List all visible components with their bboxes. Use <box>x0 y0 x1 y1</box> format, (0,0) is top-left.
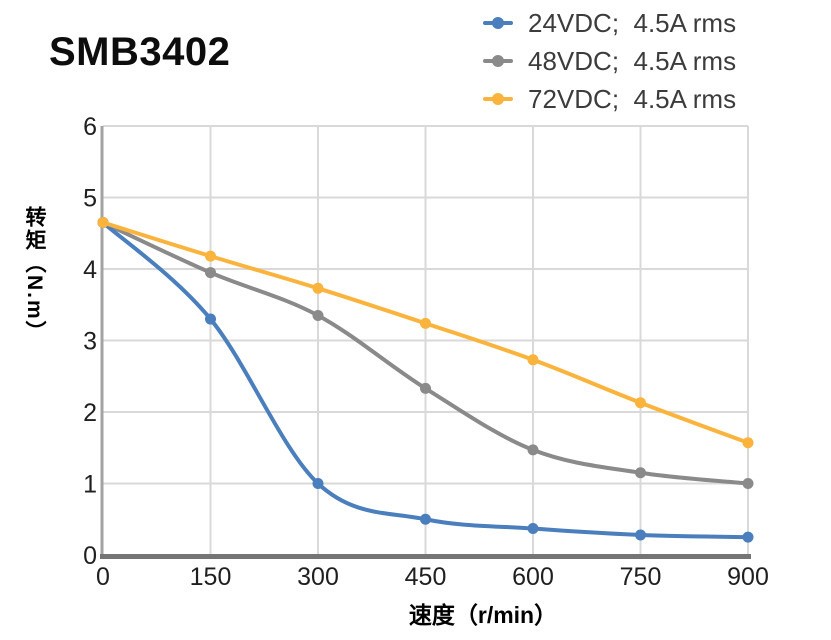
data-point-72VDC <box>312 282 324 294</box>
legend-line-marker-icon <box>483 93 513 105</box>
legend-item-72VDC: 72VDC; 4.5A rms <box>483 80 736 118</box>
data-point-24VDC <box>420 513 431 525</box>
data-point-72VDC <box>97 217 109 229</box>
data-point-24VDC <box>742 531 754 543</box>
y-tick-label: 5 <box>83 185 97 213</box>
data-point-48VDC <box>527 444 539 456</box>
data-point-24VDC <box>635 529 646 541</box>
data-point-72VDC <box>205 250 216 262</box>
x-tick-label: 450 <box>405 563 447 591</box>
legend-line-marker-icon <box>483 17 513 29</box>
data-point-48VDC <box>635 467 646 479</box>
x-tick-label: 300 <box>297 563 339 591</box>
legend-label: 24VDC; 4.5A rms <box>528 7 737 38</box>
data-point-48VDC <box>742 478 754 489</box>
y-tick-label: 0 <box>83 542 97 570</box>
legend-label: 48VDC; 4.5A rms <box>528 45 737 76</box>
data-point-72VDC <box>527 354 539 366</box>
x-tick-label: 900 <box>727 563 769 591</box>
data-point-48VDC <box>205 267 216 279</box>
x-tick-label: 150 <box>190 563 232 591</box>
y-tick-label: 4 <box>83 256 97 284</box>
legend: 24VDC; 4.5A rms 48VDC; 4.5A rms 72VDC; 4.5… <box>483 4 736 118</box>
x-tick-label: 0 <box>96 563 110 591</box>
x-tick-label: 750 <box>620 563 662 591</box>
data-point-24VDC <box>205 313 216 325</box>
x-tick-label: 600 <box>512 563 554 591</box>
data-point-48VDC <box>420 382 431 394</box>
data-point-72VDC <box>635 397 646 409</box>
y-tick-label: 1 <box>83 471 97 499</box>
data-point-72VDC <box>420 317 431 329</box>
data-point-24VDC <box>312 478 324 489</box>
data-point-48VDC <box>312 309 324 321</box>
legend-item-48VDC: 48VDC; 4.5A rms <box>483 42 736 80</box>
chart-title: SMB3402 <box>49 30 231 74</box>
x-axis-title: 速度（r/min） <box>408 602 558 628</box>
legend-label: 72VDC; 4.5A rms <box>528 83 737 114</box>
y-tick-label: 2 <box>83 399 97 427</box>
y-tick-label: 6 <box>83 113 97 141</box>
legend-item-24VDC: 24VDC; 4.5A rms <box>483 4 736 42</box>
y-tick-label: 3 <box>83 328 97 356</box>
y-axis-title: 转矩（N.m） <box>23 206 46 344</box>
legend-line-marker-icon <box>483 55 513 67</box>
data-point-24VDC <box>527 523 539 535</box>
data-point-72VDC <box>742 437 754 449</box>
